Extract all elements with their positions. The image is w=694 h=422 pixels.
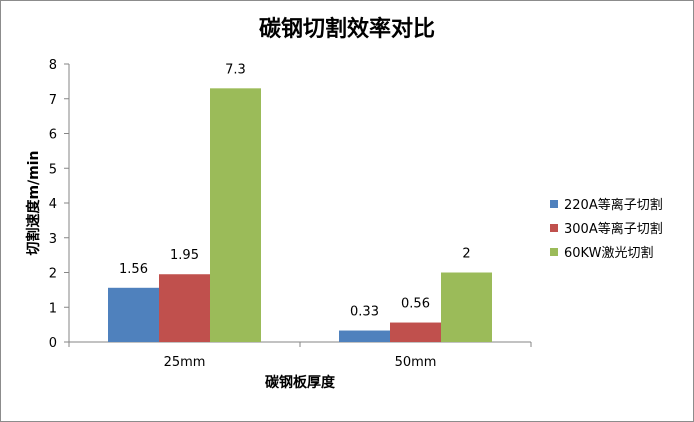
y-tick-label: 7 [49,93,57,108]
x-axis-label: 碳钢板厚度 [265,374,336,391]
legend-swatch [550,200,558,208]
bar [108,287,159,342]
x-tick-label: 25mm [164,355,206,370]
data-labels: 1.56 1.95 7.3 0.33 0.56 2 [119,62,471,319]
bar [159,274,210,342]
legend-swatch [550,224,558,232]
y-ticks: 0 1 2 3 4 5 6 7 8 [49,58,69,351]
bar [441,272,492,342]
data-label: 0.33 [350,305,379,320]
legend: 220A等离子切割 300A等离子切割 60KW激光切割 [550,197,663,261]
y-tick-label: 3 [49,232,57,247]
bars [108,88,492,342]
data-label: 1.95 [170,248,199,263]
data-label: 1.56 [119,262,148,277]
y-tick-label: 8 [49,58,57,73]
y-tick-label: 1 [49,301,57,316]
bar [210,88,261,342]
chart-title: 碳钢切割效率对比 [259,16,435,42]
x-tick-label: 50mm [395,355,437,370]
data-label: 2 [462,247,470,262]
bar [339,330,390,342]
legend-label: 300A等离子切割 [564,221,663,237]
y-tick-label: 6 [49,128,57,143]
bar [390,322,441,342]
data-label: 0.56 [401,297,430,312]
legend-label: 60KW激光切割 [564,245,653,261]
legend-label: 220A等离子切割 [564,197,663,213]
y-tick-label: 5 [49,162,57,177]
y-tick-label: 0 [49,336,57,351]
y-axis-label: 切割速度m/min [25,150,42,255]
x-ticks: 25mm 50mm [68,342,532,370]
y-tick-label: 2 [49,267,57,282]
data-label: 7.3 [225,62,246,77]
y-tick-label: 4 [49,197,57,212]
legend-swatch [550,248,558,256]
